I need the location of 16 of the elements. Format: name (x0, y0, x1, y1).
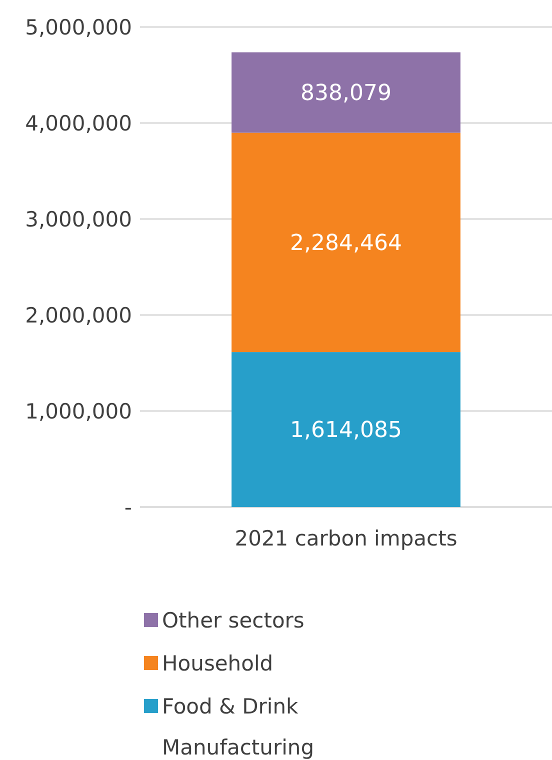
data-label: 838,079 (300, 81, 392, 106)
x-tick-label: 2021 carbon impacts (234, 526, 458, 550)
bar (232, 132, 460, 352)
bar (232, 52, 460, 133)
y-tick-label: 2,000,000 (25, 303, 132, 328)
data-label: 1,614,085 (290, 418, 402, 444)
y-tick-label: 3,000,000 (25, 207, 132, 232)
bar (232, 352, 460, 507)
legend-label: Other sectors (162, 608, 304, 632)
y-tick-label: 5,000,000 (25, 15, 132, 40)
y-tick-label: - (124, 495, 132, 520)
data-label: 2,284,464 (290, 231, 402, 256)
legend-label: Food & Drink Manufacturing (162, 694, 314, 760)
y-tick-label: 1,000,000 (25, 399, 132, 424)
y-tick-label: 4,000,000 (25, 111, 132, 136)
legend-label: Household (162, 651, 274, 676)
